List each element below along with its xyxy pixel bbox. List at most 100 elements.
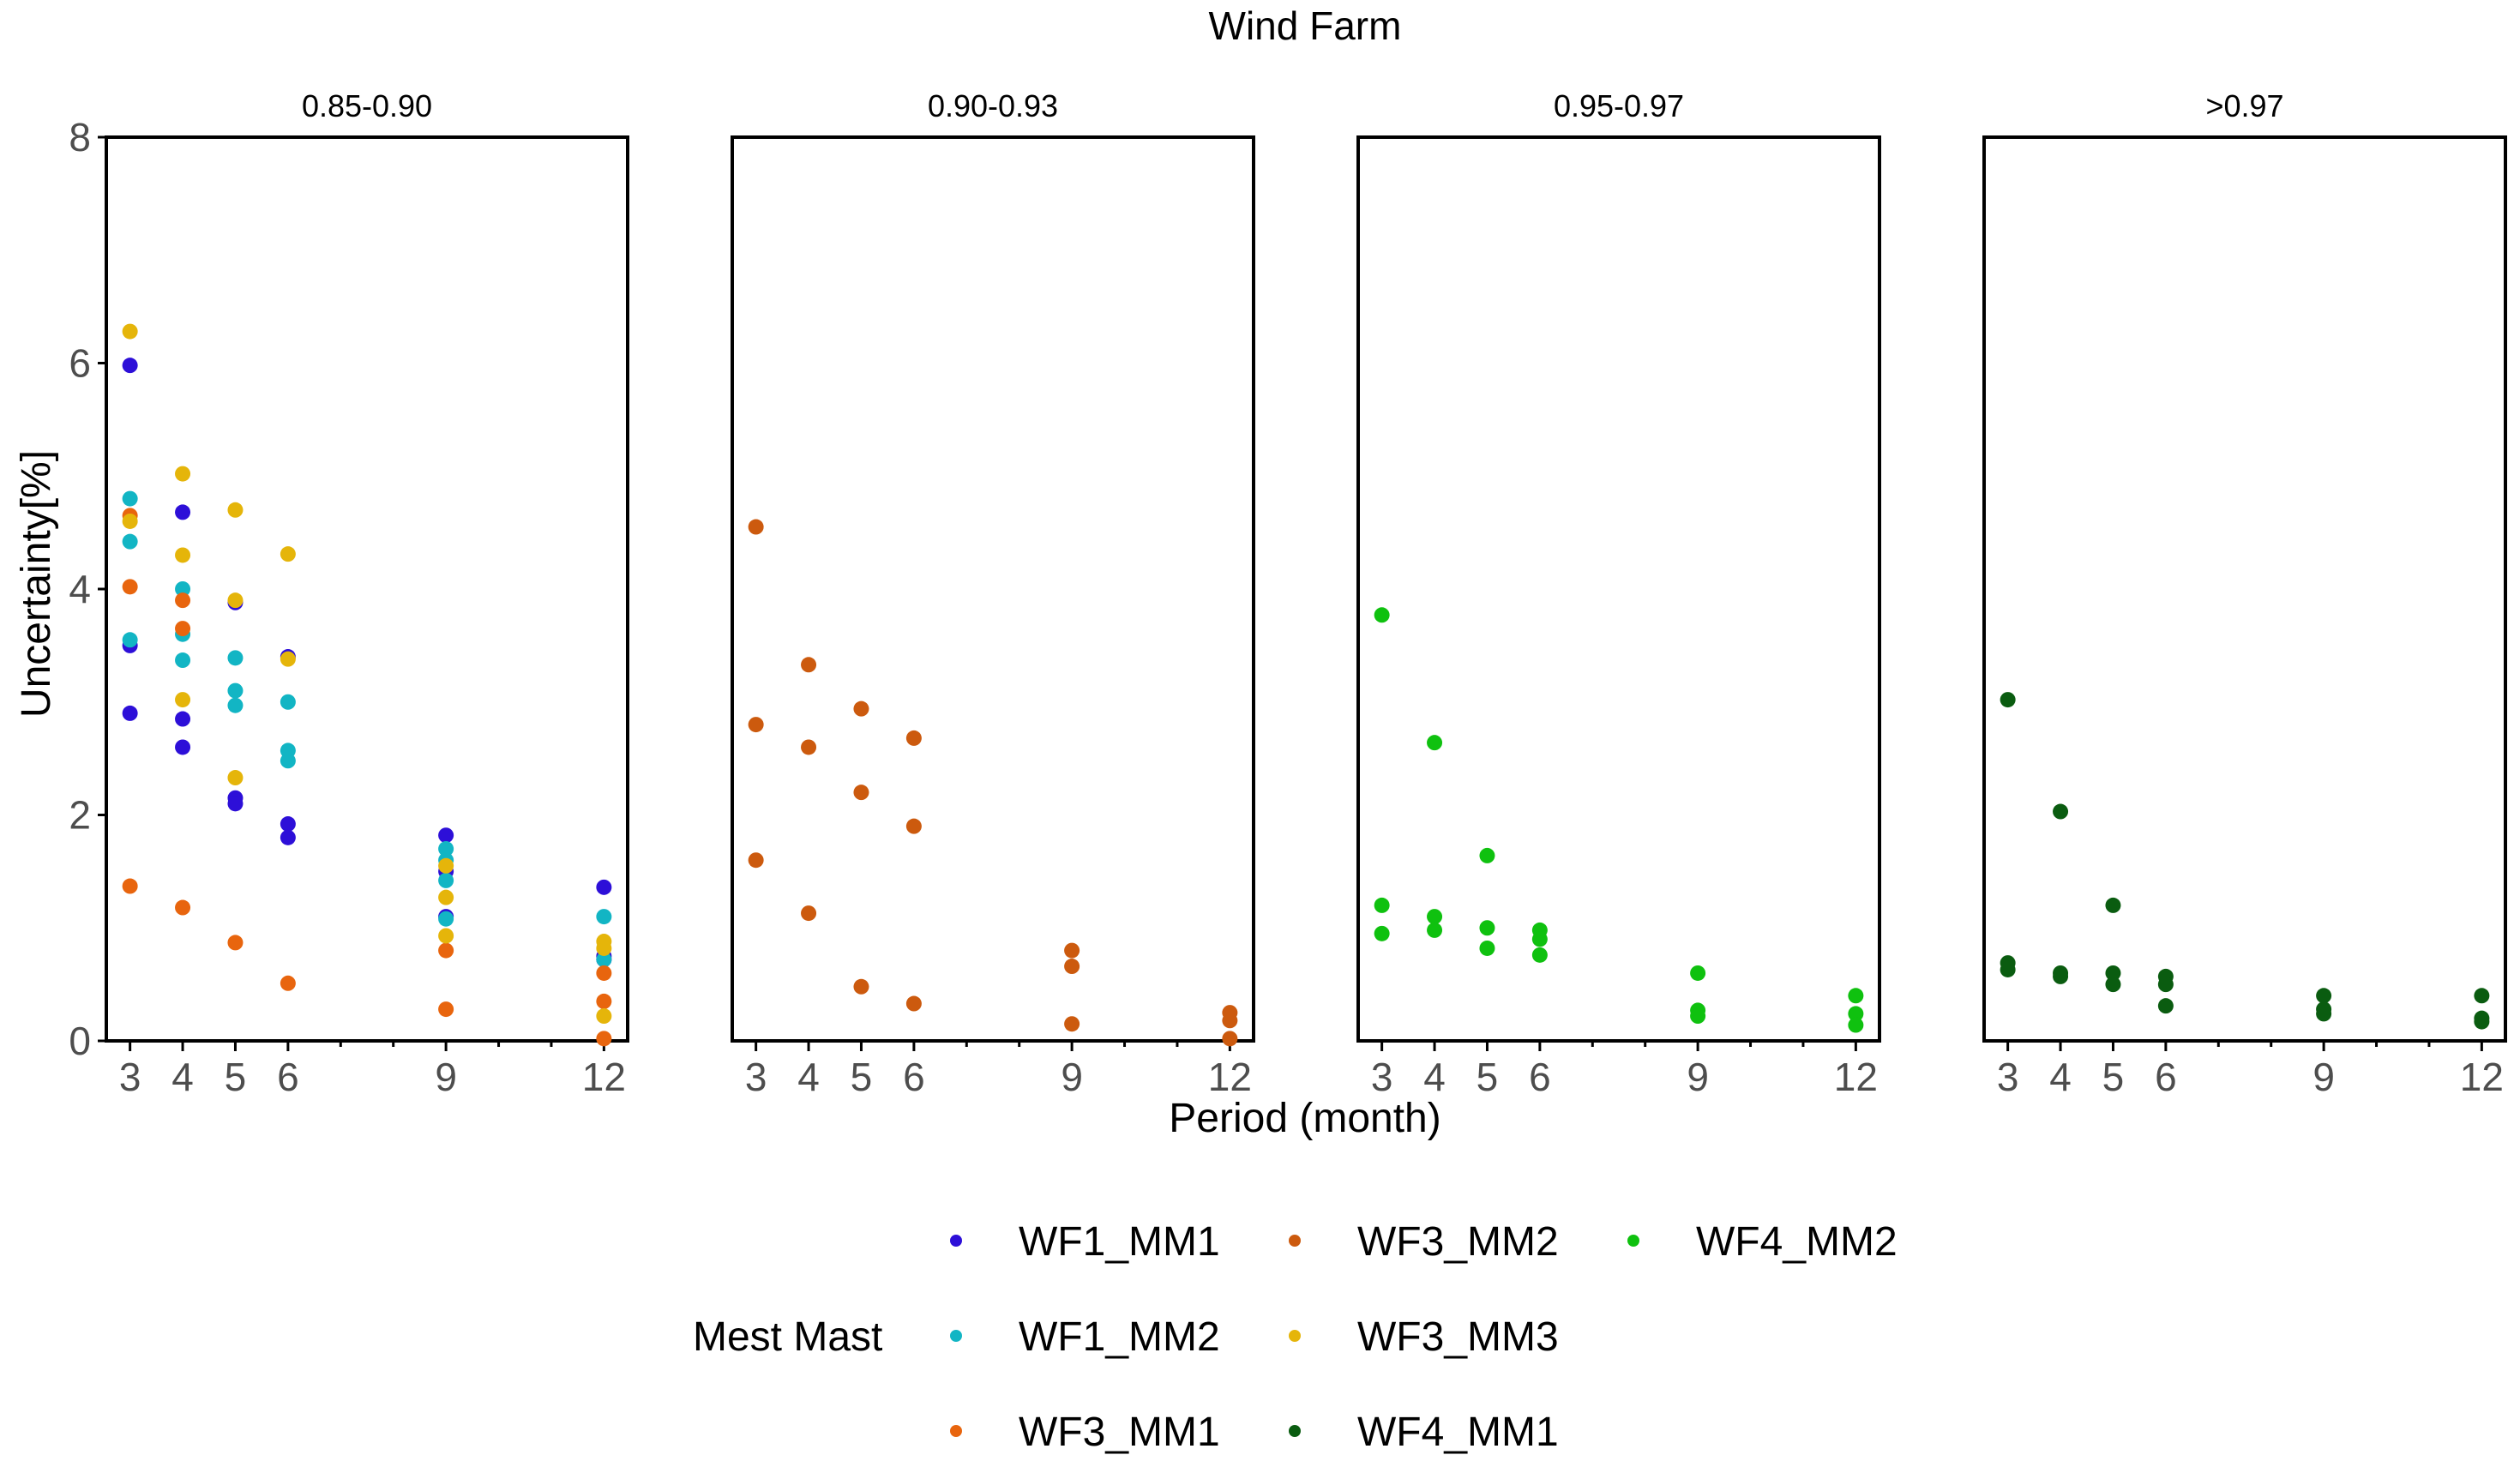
x-tick-label: 5	[225, 1055, 247, 1099]
data-point-wf3_mm2	[853, 785, 869, 801]
data-point-wf4_mm2	[1531, 947, 1548, 963]
data-point-wf3_mm2	[853, 700, 869, 717]
legend: WF1_MM1 WF3_MM2 WF4_MM2 WF1_MM2 WF3_MM3 WF3_M…	[950, 1219, 1898, 1455]
data-point-wf4_mm1	[2105, 977, 2121, 993]
y-tick-label: 4	[69, 567, 91, 611]
data-point-wf1_mm1	[280, 829, 296, 845]
data-point-wf3_mm2	[748, 717, 764, 733]
legend-item-wf4_mm1: WF4_MM1	[1289, 1410, 1559, 1455]
x-tick-label: 12	[1208, 1055, 1252, 1099]
data-point-wf3_mm2	[1064, 959, 1080, 975]
x-tick-label: 5	[851, 1055, 873, 1099]
x-tick-label: 9	[1687, 1055, 1709, 1099]
data-point-wf4_mm1	[2157, 977, 2174, 993]
x-tick-label: 5	[1477, 1055, 1499, 1099]
data-point-wf4_mm2	[1479, 847, 1495, 863]
legend-item-wf3_mm2: WF3_MM2	[1289, 1219, 1559, 1265]
x-tick-label: 6	[2155, 1055, 2177, 1099]
data-point-wf4_mm1	[2053, 803, 2069, 820]
legend-item-wf3_mm1: WF3_MM1	[950, 1410, 1220, 1455]
panel-frame	[1356, 135, 1881, 1043]
data-point-wf3_mm1	[175, 592, 191, 609]
data-point-wf3_mm1	[175, 621, 191, 637]
data-point-wf4_mm1	[2316, 1006, 2332, 1022]
legend-label: WF4_MM1	[1357, 1410, 1559, 1455]
data-point-wf3_mm1	[438, 942, 454, 959]
data-point-wf4_mm2	[1479, 920, 1495, 936]
data-point-wf4_mm1	[2053, 968, 2069, 984]
data-point-wf1_mm2	[175, 652, 191, 669]
legend-label: WF3_MM1	[1019, 1410, 1220, 1455]
data-point-wf3_mm2	[801, 905, 817, 922]
y-tick-label: 0	[69, 1019, 91, 1063]
data-point-wf4_mm1	[2105, 897, 2121, 913]
y-axis-label: Uncertainty[%]	[14, 450, 59, 718]
data-point-wf1_mm2	[227, 697, 244, 713]
data-point-wf3_mm3	[438, 857, 454, 874]
data-point-wf1_mm2	[227, 650, 244, 666]
legend-marker	[950, 1425, 962, 1437]
data-point-wf3_mm3	[122, 513, 138, 529]
legend-item-wf4_mm2: WF4_MM2	[1627, 1219, 1898, 1265]
x-axis-label: Period (month)	[1169, 1096, 1440, 1141]
data-point-wf3_mm1	[122, 878, 138, 894]
x-tick-label: 9	[2313, 1055, 2335, 1099]
x-tick-label: 4	[171, 1055, 194, 1099]
panel-title: 0.85-0.90	[302, 88, 432, 123]
legend-label: WF3_MM2	[1357, 1219, 1559, 1265]
data-point-wf4_mm1	[2105, 965, 2121, 981]
panel-2: 0.90-0.93 3 4 5 6 9 12	[731, 88, 1255, 1099]
data-point-wf4_mm2	[1427, 735, 1443, 751]
data-point-wf3_mm3	[227, 592, 244, 609]
data-point-wf3_mm3	[122, 323, 138, 340]
data-point-wf4_mm1	[2474, 988, 2490, 1004]
x-tick-label: 5	[2102, 1055, 2125, 1099]
data-point-wf4_mm2	[1690, 1008, 1706, 1025]
panel-4: >0.97 3 4 5 6 9 12	[1982, 88, 2507, 1099]
y-tick-label: 2	[69, 793, 91, 838]
data-point-wf4_mm2	[1427, 909, 1443, 925]
legend-marker	[950, 1330, 962, 1342]
data-point-wf4_mm2	[1479, 940, 1495, 956]
data-point-wf4_mm2	[1374, 925, 1390, 941]
data-point-wf1_mm1	[596, 879, 612, 895]
data-point-wf3_mm1	[438, 1001, 454, 1018]
data-point-wf3_mm3	[175, 547, 191, 563]
data-point-wf4_mm1	[2000, 692, 2016, 708]
data-point-wf3_mm1	[122, 579, 138, 595]
x-tick-label: 4	[2049, 1055, 2072, 1099]
data-point-wf3_mm2	[1064, 1016, 1080, 1032]
x-tick-label: 9	[1061, 1055, 1083, 1099]
data-point-wf1_mm1	[438, 827, 454, 844]
data-point-wf4_mm1	[2000, 961, 2016, 977]
chart-title: Wind Farm	[1209, 3, 1402, 48]
data-point-wf1_mm1	[122, 358, 138, 374]
legend-item-wf3_mm3: WF3_MM3	[1289, 1314, 1559, 1360]
x-tick-label: 4	[797, 1055, 820, 1099]
data-point-wf4_mm1	[2316, 988, 2332, 1004]
legend-title: Mest Mast	[693, 1314, 882, 1360]
data-point-wf3_mm3	[596, 1008, 612, 1025]
x-tick-label: 3	[745, 1055, 767, 1099]
data-point-wf3_mm1	[596, 1031, 612, 1047]
panel-frame	[731, 135, 1255, 1043]
data-point-wf1_mm1	[227, 796, 244, 812]
data-point-wf4_mm2	[1427, 922, 1443, 938]
data-point-wf4_mm2	[1848, 1006, 1864, 1022]
data-point-wf3_mm1	[280, 975, 296, 991]
data-point-wf4_mm2	[1374, 607, 1390, 623]
data-point-wf3_mm2	[1222, 1031, 1238, 1047]
legend-marker	[1289, 1425, 1301, 1437]
data-point-wf3_mm3	[438, 889, 454, 905]
data-point-wf1_mm2	[596, 909, 612, 925]
data-point-wf3_mm2	[748, 852, 764, 869]
data-point-wf1_mm2	[175, 581, 191, 597]
legend-marker	[1627, 1235, 1639, 1247]
legend-marker	[1289, 1330, 1301, 1342]
legend-marker	[1289, 1235, 1301, 1247]
panel-title: 0.90-0.93	[928, 88, 1058, 123]
data-point-wf4_mm2	[1848, 1017, 1864, 1033]
data-point-wf3_mm3	[175, 466, 191, 482]
